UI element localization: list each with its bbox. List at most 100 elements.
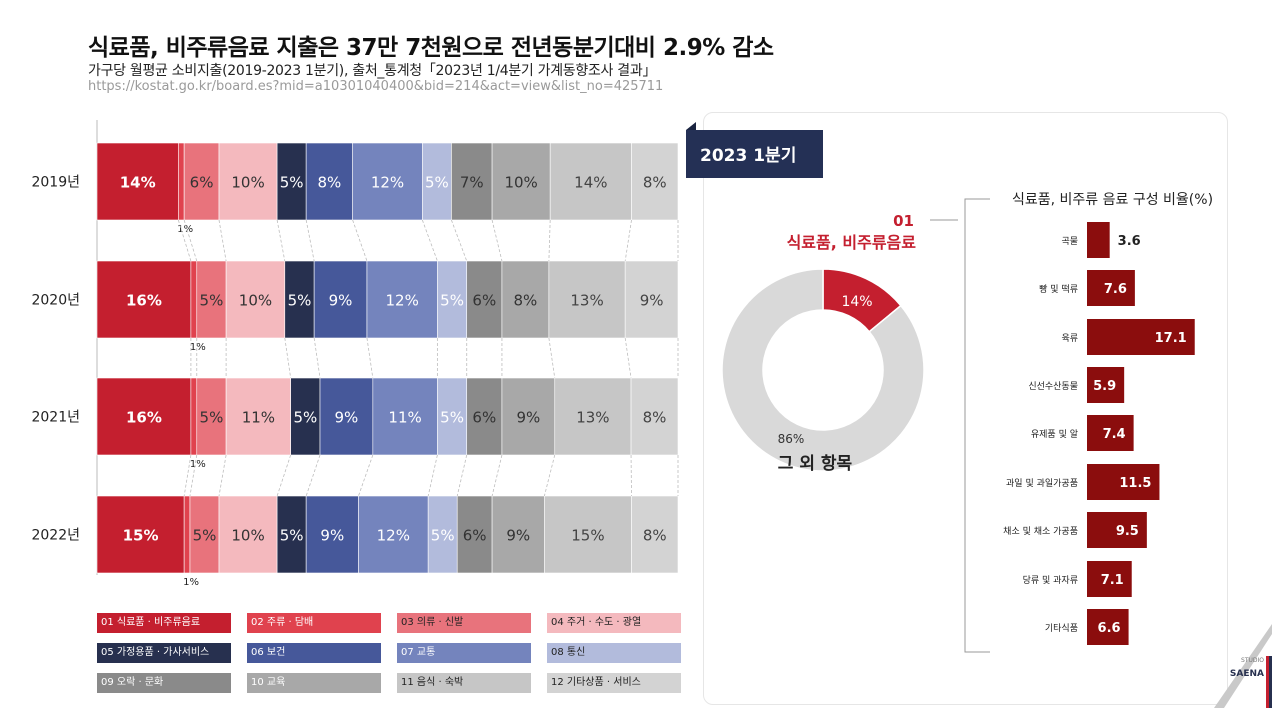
source-url[interactable]: https://kostat.go.kr/board.es?mid=a10301…: [88, 79, 664, 94]
brand-logo: STUDIO SAENA: [1214, 624, 1272, 708]
connector-line: [189, 454, 198, 497]
data-label: 8%: [643, 409, 667, 427]
data-label: 8%: [514, 292, 538, 310]
legend-item: 02 주류 · 담배: [247, 613, 381, 633]
bar-segment: [189, 495, 220, 574]
data-label: 12%: [385, 292, 418, 310]
data-label: 12%: [371, 174, 404, 192]
bar: [1087, 609, 1129, 645]
badge-fold: [686, 122, 696, 130]
bar-segment: [276, 142, 307, 221]
bar-segment: [96, 377, 192, 456]
bar: [1087, 512, 1147, 548]
data-label: 5%: [288, 292, 312, 310]
connector-line: [624, 337, 632, 379]
bar-segment: [451, 142, 493, 221]
data-label: 15%: [123, 527, 159, 545]
data-label: 10%: [504, 174, 537, 192]
data-label: 8%: [643, 174, 667, 192]
bar-category-label: 유제품 및 알: [1031, 428, 1078, 440]
bar-segment: [554, 377, 632, 456]
connector-line: [352, 219, 368, 262]
bar-value-label: 5.9: [1093, 379, 1116, 394]
data-label: 15%: [571, 527, 604, 545]
badge-label: 2023 1분기: [700, 146, 796, 166]
bar-segment: [548, 260, 626, 339]
connector-line: [358, 454, 374, 497]
connector-line: [491, 454, 503, 497]
connector-line: [218, 454, 227, 497]
bar-category-label: 육류: [1061, 333, 1078, 344]
legend-item: 12 기타상품 · 서비스: [547, 673, 681, 693]
connector-line: [427, 454, 438, 497]
bar-segment: [372, 377, 438, 456]
bracket-line: [964, 198, 990, 653]
connector-line: [183, 219, 198, 262]
bar-segment: [358, 495, 429, 574]
legend-item: 08 통신: [547, 643, 681, 663]
bar-value-label: 7.4: [1103, 427, 1126, 442]
data-label: 1%: [177, 224, 193, 235]
bar: [1087, 367, 1125, 403]
bar-segment: [501, 377, 556, 456]
bar-value-label: 3.6: [1118, 234, 1141, 249]
connector-line: [305, 454, 321, 497]
legend-item: 09 오락 · 문화: [97, 673, 231, 693]
year-label: 2020년: [31, 293, 80, 309]
data-label: 13%: [570, 292, 603, 310]
connector-line: [548, 337, 556, 379]
bar-category-label: 기타식품: [1045, 623, 1078, 634]
data-label: 11%: [242, 409, 275, 427]
bar-segment: [225, 260, 286, 339]
connector-line: [543, 454, 556, 497]
bar-segment: [427, 495, 458, 574]
bar-segment: [549, 142, 632, 221]
legend-item: 11 음식 · 숙박: [397, 673, 531, 693]
bar-category-label: 빵 및 떡류: [1039, 283, 1078, 295]
bar-value-label: 7.6: [1104, 282, 1127, 297]
bar: [1087, 464, 1160, 500]
legend-item: 01 식료품 · 비주류음료: [97, 613, 231, 633]
period-badge: [686, 130, 823, 178]
other-label: 그 외 항목: [778, 453, 853, 474]
bar-segment: [491, 495, 545, 574]
legend-item: 10 교육: [247, 673, 381, 693]
data-label: 5%: [440, 409, 464, 427]
data-label: 11%: [388, 409, 421, 427]
bar-category-label: 신선수산동물: [1028, 381, 1078, 392]
data-label: 5%: [200, 409, 224, 427]
bar-segment: [183, 142, 220, 221]
data-label: 5%: [193, 527, 217, 545]
bar: [1087, 415, 1134, 451]
data-label: 5%: [200, 292, 224, 310]
connector-line: [451, 219, 468, 262]
data-label: 10%: [231, 527, 264, 545]
bar-segment: [305, 495, 359, 574]
connector-line: [305, 219, 315, 262]
bar-value-label: 9.5: [1116, 524, 1139, 539]
bar-value-label: 11.5: [1119, 476, 1151, 491]
bar-segment: [225, 377, 291, 456]
bar-segment: [501, 260, 550, 339]
legend-item: 05 가정용품 · 가사서비스: [97, 643, 231, 663]
brand-line2: SAENA: [1230, 669, 1264, 679]
connector-line: [276, 454, 292, 497]
bar-segment: [96, 495, 185, 574]
stacked-bar-chart: 2019년 14% 1% 6% 10% 5% 8% 12% 5% 7% 10% 14% 8% 2020년 1…: [31, 120, 679, 588]
callout-label: 식료품, 비주류음료: [787, 233, 917, 252]
data-label: 5%: [293, 409, 317, 427]
bar-segment: [366, 260, 438, 339]
bar: [1087, 270, 1135, 306]
bar-segment: [218, 142, 278, 221]
bar-segment: [196, 260, 227, 339]
data-label: 16%: [126, 292, 162, 310]
donut-slice: [721, 268, 925, 472]
legend-item: 03 의류 · 신발: [397, 613, 531, 633]
bar-value-label: 7.1: [1101, 573, 1124, 588]
bar-chart-title: 식료품, 비주류 음료 구성 비율(%): [1012, 192, 1213, 208]
other-pct: 86%: [778, 432, 805, 446]
bar-segment: [630, 377, 679, 456]
year-label: 2022년: [31, 528, 80, 544]
bar-segment: [466, 260, 503, 339]
